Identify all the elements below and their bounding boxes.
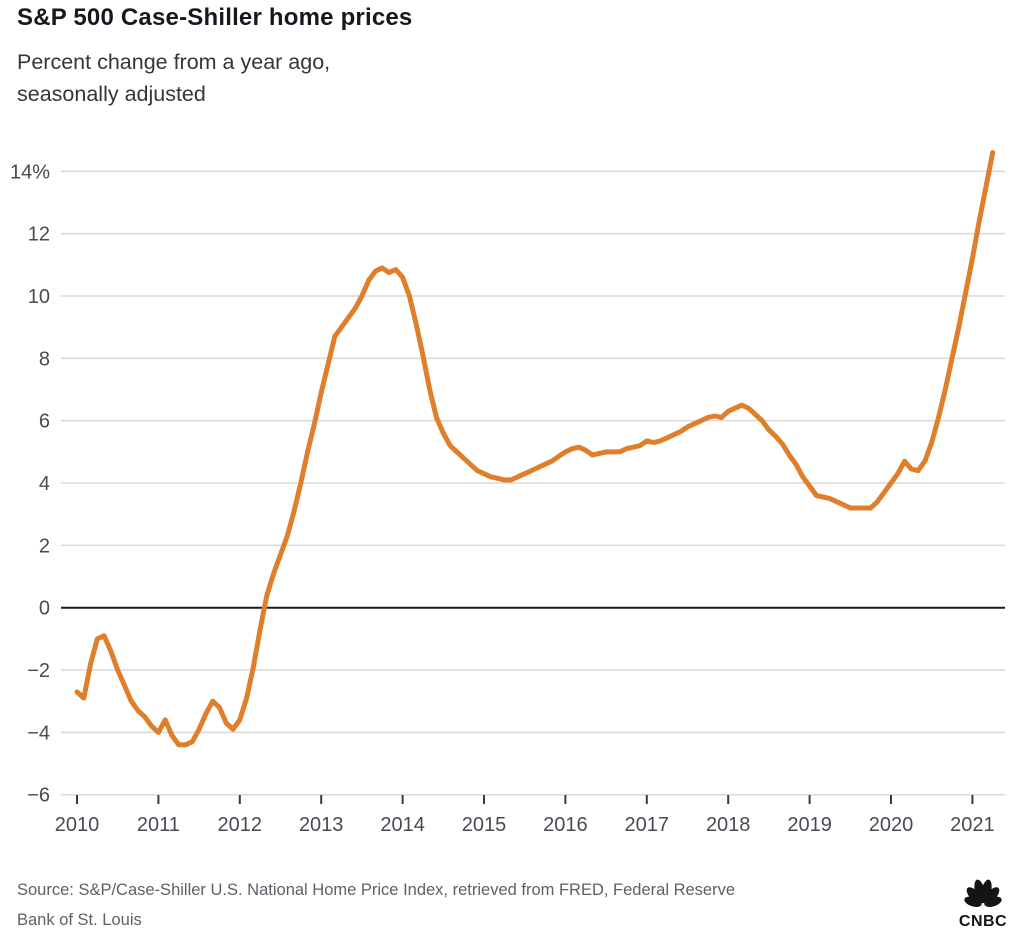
cnbc-logo: CNBC [959, 879, 1007, 930]
y-axis-label: 2 [39, 535, 50, 557]
x-axis-label: 2018 [706, 814, 751, 836]
chart-title: S&P 500 Case-Shiller home prices [17, 4, 413, 31]
y-axis-label: 10 [28, 286, 50, 308]
x-axis-label: 2016 [543, 814, 588, 836]
x-axis-label: 2013 [299, 814, 344, 836]
x-axis-label: 2017 [625, 814, 670, 836]
x-axis-label: 2015 [462, 814, 507, 836]
y-axis-label: 8 [39, 348, 50, 370]
source-note: Source: S&P/Case-Shiller U.S. National H… [17, 881, 736, 929]
x-axis-label: 2021 [950, 814, 995, 836]
price-line [74, 150, 996, 748]
peacock-icon [964, 879, 1002, 907]
y-axis-label: 14% [10, 161, 50, 183]
y-axis-label: 0 [39, 598, 50, 620]
y-axis-label: −2 [27, 660, 50, 682]
y-axis-label: 6 [39, 411, 50, 433]
y-axis-label: −6 [27, 785, 50, 807]
x-axis-label: 2019 [787, 814, 832, 836]
y-axis-label: 4 [39, 473, 50, 495]
y-axis-label: 12 [28, 224, 50, 246]
x-axis-label: 2014 [380, 814, 425, 836]
cnbc-wordmark: CNBC [959, 913, 1007, 930]
y-axis-label: −4 [27, 722, 50, 744]
x-axis-label: 2020 [869, 814, 914, 836]
x-axis-label: 2012 [218, 814, 263, 836]
x-axis-label: 2011 [137, 814, 180, 836]
chart-subtitle: Percent change from a year ago, seasonal… [17, 50, 331, 106]
x-axis-label: 2010 [55, 814, 100, 836]
